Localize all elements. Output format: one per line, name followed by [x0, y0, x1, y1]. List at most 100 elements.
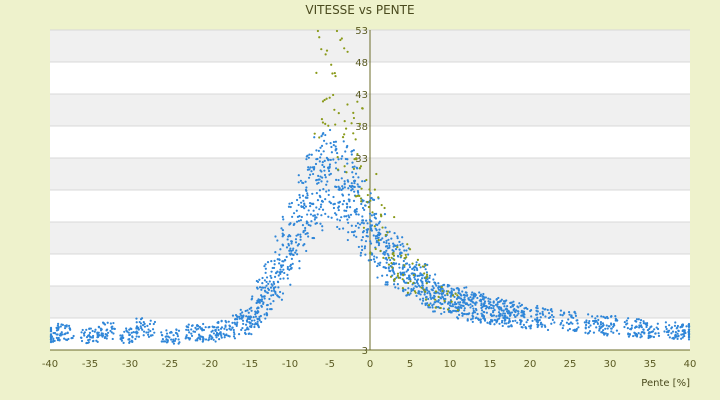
- data-point: [584, 331, 587, 334]
- data-point: [178, 341, 181, 344]
- data-point: [602, 329, 605, 332]
- data-point: [328, 163, 332, 166]
- data-point: [627, 317, 630, 320]
- data-point-secondary: [387, 263, 390, 266]
- data-point: [258, 319, 261, 322]
- data-point: [97, 326, 101, 329]
- data-point: [547, 312, 551, 315]
- data-point: [567, 318, 570, 321]
- data-point: [406, 268, 410, 271]
- data-point: [369, 240, 372, 243]
- data-point: [541, 312, 544, 315]
- data-point-secondary: [359, 165, 363, 168]
- data-point: [370, 214, 373, 217]
- data-point: [592, 322, 596, 325]
- data-point: [443, 294, 447, 297]
- data-point-secondary: [387, 256, 391, 259]
- data-point: [342, 199, 346, 203]
- data-point: [412, 287, 415, 290]
- data-point: [329, 158, 332, 162]
- data-point: [328, 200, 331, 203]
- data-point: [471, 317, 474, 320]
- data-point: [263, 265, 266, 268]
- data-point-secondary: [446, 308, 450, 311]
- data-point: [270, 260, 273, 263]
- data-point: [361, 215, 364, 218]
- data-point: [334, 145, 337, 148]
- data-point-secondary: [426, 275, 429, 278]
- data-point: [318, 208, 321, 211]
- data-point: [526, 307, 529, 311]
- data-point: [426, 263, 429, 266]
- data-point: [96, 332, 99, 335]
- data-point: [479, 298, 483, 302]
- data-point: [299, 179, 302, 182]
- data-point: [79, 336, 83, 339]
- data-point: [392, 271, 395, 274]
- data-point: [392, 242, 395, 245]
- data-point: [322, 165, 326, 169]
- data-point: [289, 283, 292, 286]
- data-point: [341, 203, 344, 206]
- data-point: [584, 323, 588, 327]
- data-point: [415, 261, 418, 264]
- data-point: [675, 327, 678, 330]
- data-point: [279, 268, 282, 271]
- data-point: [401, 236, 404, 239]
- data-point: [282, 268, 285, 271]
- data-point: [148, 322, 152, 326]
- x-tick-label: 0: [367, 359, 373, 370]
- data-point-secondary: [360, 187, 363, 190]
- data-point: [263, 295, 266, 298]
- data-point: [282, 233, 285, 237]
- data-point: [414, 266, 417, 269]
- data-point: [341, 155, 344, 158]
- data-point: [508, 311, 511, 314]
- data-point-secondary: [369, 199, 372, 202]
- data-point: [336, 225, 339, 229]
- data-point: [299, 233, 302, 236]
- data-point: [300, 201, 303, 204]
- data-point: [294, 241, 298, 244]
- data-point: [279, 248, 282, 251]
- data-point-secondary: [343, 120, 346, 123]
- data-point-secondary: [411, 262, 414, 265]
- data-point: [251, 295, 254, 298]
- data-point: [665, 327, 668, 331]
- data-point: [256, 287, 259, 290]
- data-point: [127, 338, 130, 341]
- data-point-secondary: [418, 264, 421, 267]
- data-point: [337, 208, 340, 212]
- data-point: [437, 282, 440, 285]
- data-point: [475, 316, 478, 319]
- data-point-secondary: [425, 298, 428, 301]
- data-point: [191, 324, 194, 327]
- x-tick-label: -5: [325, 359, 335, 370]
- data-point: [394, 262, 398, 265]
- data-point: [442, 307, 445, 310]
- data-point: [378, 228, 381, 231]
- data-point-secondary: [346, 50, 349, 53]
- data-point: [250, 309, 253, 312]
- data-point: [452, 288, 456, 291]
- data-point: [266, 303, 269, 307]
- data-point: [327, 193, 330, 197]
- data-point: [100, 334, 103, 337]
- data-point: [425, 271, 429, 274]
- data-point: [218, 338, 221, 341]
- data-point: [483, 318, 487, 321]
- data-point: [489, 303, 493, 307]
- data-point: [332, 140, 336, 144]
- data-point: [668, 336, 671, 339]
- data-point: [541, 307, 544, 310]
- data-point: [601, 325, 604, 328]
- data-point: [482, 295, 485, 298]
- data-point: [248, 317, 251, 321]
- data-point: [92, 334, 95, 338]
- data-point: [143, 325, 147, 328]
- data-point: [610, 327, 613, 330]
- data-point: [324, 212, 327, 215]
- data-point-secondary: [358, 167, 362, 170]
- data-point: [88, 334, 91, 337]
- data-point: [177, 338, 180, 341]
